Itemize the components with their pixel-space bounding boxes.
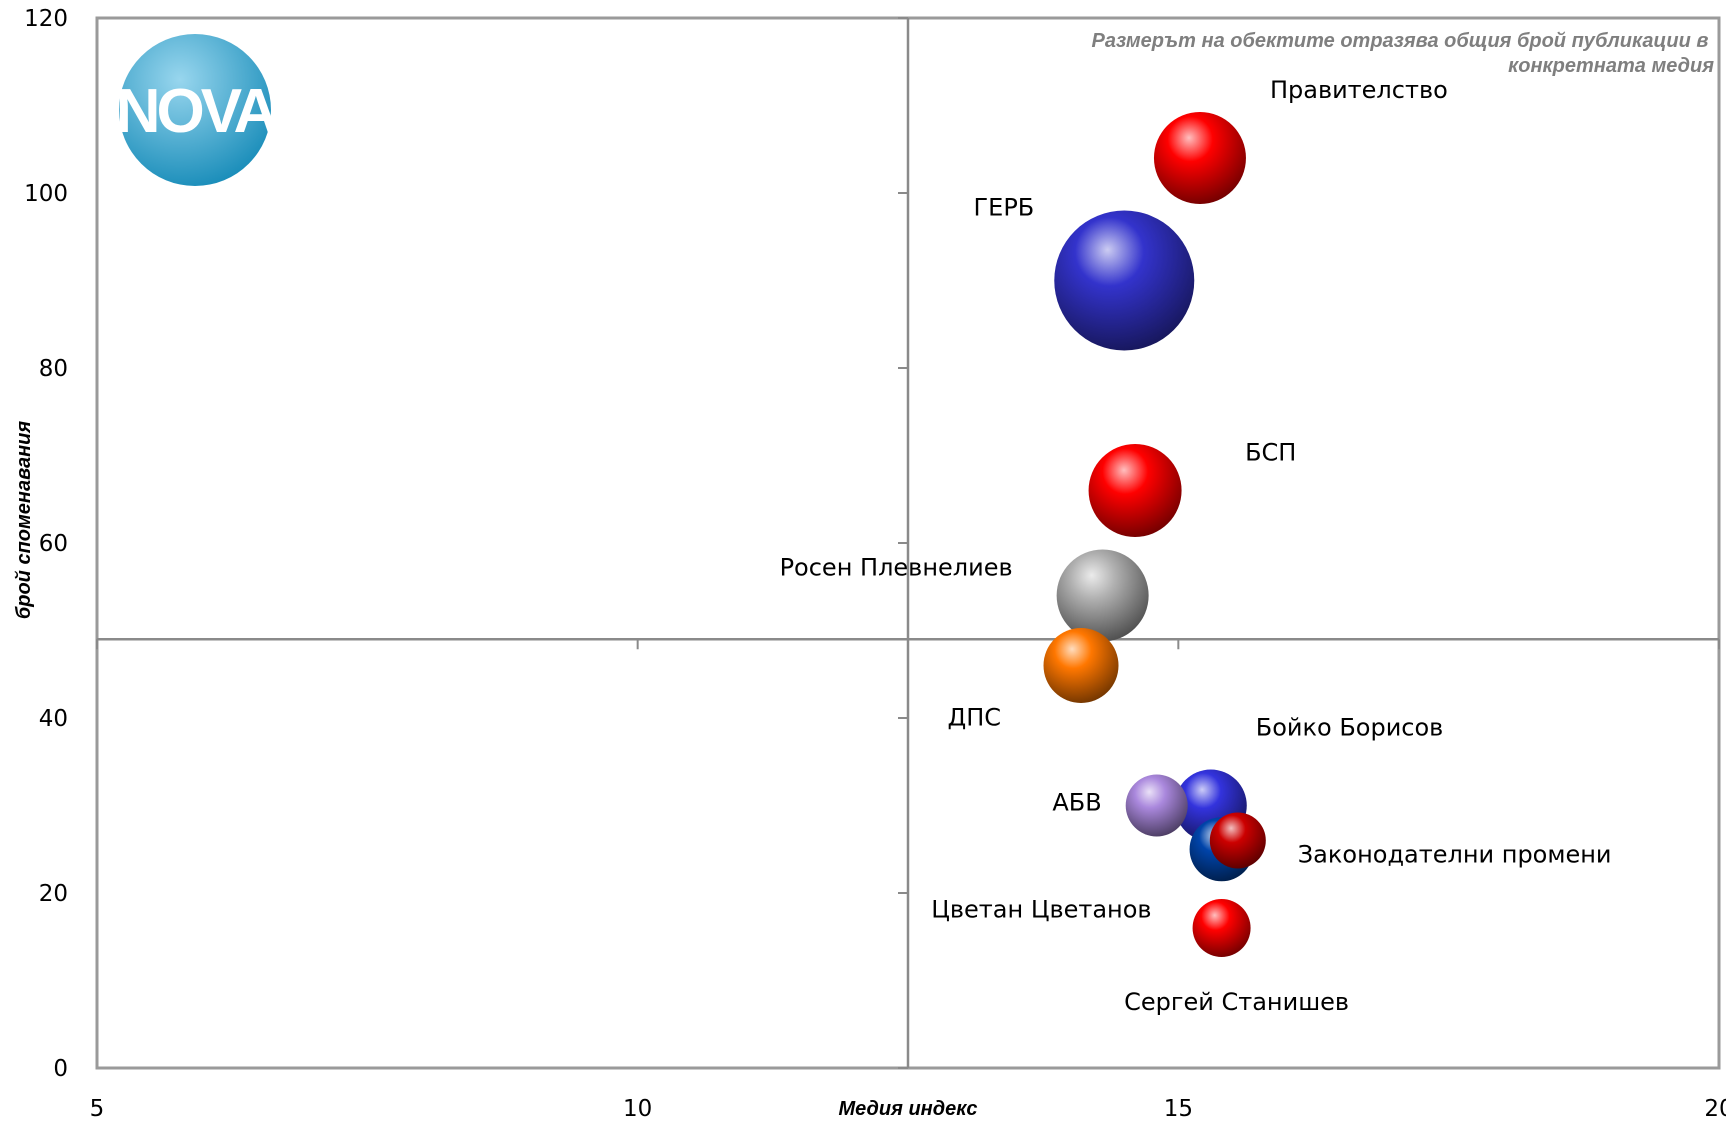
bubble-label: Бойко Борисов [1256, 714, 1444, 742]
bubble-label: ДПС [947, 704, 1001, 732]
y-axis-ticks: 0 20 40 60 80 100 120 [24, 6, 908, 1082]
bubble-label: АБВ [1052, 789, 1101, 817]
x-tick-label: 20 [1704, 1096, 1726, 1122]
nova-logo-text: NOVA [116, 77, 278, 146]
size-note-line-2: конкретната медия [1508, 55, 1714, 77]
nova-logo-circle [119, 34, 271, 186]
nova-logo: NOVA [116, 34, 281, 186]
bubble [1054, 210, 1195, 351]
y-tick-label: 40 [39, 706, 68, 732]
y-tick-label: 60 [39, 531, 68, 557]
y-axis-title: брой споменавания [13, 421, 35, 620]
bubble [1056, 549, 1149, 642]
bubble [1088, 444, 1182, 537]
bubble [1192, 899, 1251, 957]
bubble-label: ГЕРБ [974, 194, 1035, 222]
y-tick-label: 120 [24, 6, 68, 32]
y-tick-label: 80 [39, 356, 68, 382]
bubble-label: Правителство [1270, 76, 1448, 104]
bubble-label: Цветан Цветанов [931, 895, 1151, 923]
y-tick-label: 0 [53, 1056, 68, 1082]
x-axis-title: Медия индекс [839, 1098, 978, 1120]
x-tick-label: 10 [623, 1096, 652, 1122]
bubble-label: Законодателни промени [1298, 841, 1612, 869]
bubble [1209, 812, 1266, 869]
size-note-line-1: Размерът на обектите отразява общия брой… [1091, 30, 1708, 52]
y-tick-label: 20 [39, 881, 68, 907]
size-note: Размерът на обектите отразява общия брой… [1091, 30, 1714, 77]
bubble-labels-layer: Правителство ГЕРБ БСП Росен Плевнелиев ДПС Бо… [780, 76, 1612, 1016]
bubble [1043, 628, 1119, 703]
x-tick-label: 15 [1164, 1096, 1193, 1122]
bubble [1125, 774, 1188, 837]
bubble [1153, 112, 1246, 204]
x-axis-ticks: 5 10 15 20 [90, 639, 1726, 1122]
bubble-label: БСП [1245, 439, 1296, 467]
bubble-label: Росен Плевнелиев [780, 554, 1013, 582]
y-tick-label: 100 [24, 181, 68, 207]
bubble-label: Сергей Станишев [1124, 988, 1349, 1016]
bubbles-layer [1043, 112, 1266, 957]
x-tick-label: 5 [90, 1096, 105, 1122]
